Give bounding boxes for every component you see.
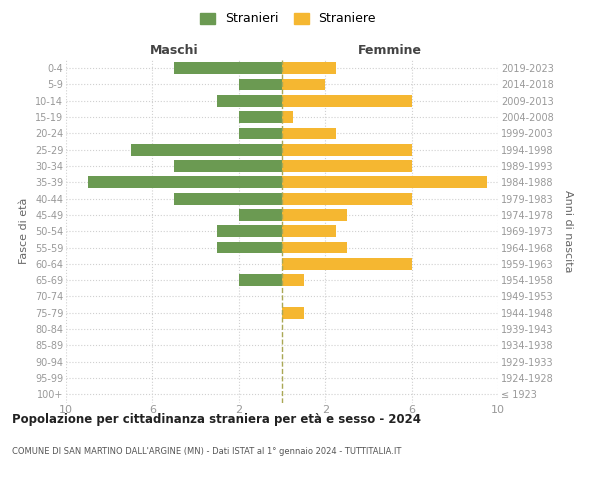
Legend: Stranieri, Straniere: Stranieri, Straniere [196,8,380,29]
Bar [88,176,282,188]
Text: Maschi: Maschi [149,44,199,58]
Bar [282,307,304,318]
Bar [217,95,282,106]
Bar [282,160,412,172]
Bar [239,274,282,286]
Bar [282,176,487,188]
Bar [239,128,282,140]
Bar [282,274,304,286]
Text: COMUNE DI SAN MARTINO DALL'ARGINE (MN) - Dati ISTAT al 1° gennaio 2024 - TUTTITA: COMUNE DI SAN MARTINO DALL'ARGINE (MN) -… [12,448,401,456]
Bar [282,62,336,74]
Bar [282,226,336,237]
Bar [282,144,412,156]
Y-axis label: Anni di nascita: Anni di nascita [563,190,573,272]
Bar [131,144,282,156]
Bar [174,160,282,172]
Bar [174,62,282,74]
Bar [282,111,293,123]
Text: Femmine: Femmine [358,44,422,58]
Y-axis label: Fasce di età: Fasce di età [19,198,29,264]
Bar [282,258,412,270]
Text: Popolazione per cittadinanza straniera per età e sesso - 2024: Popolazione per cittadinanza straniera p… [12,412,421,426]
Bar [239,78,282,90]
Bar [282,128,336,140]
Bar [174,193,282,204]
Bar [282,242,347,254]
Bar [282,78,325,90]
Bar [282,95,412,106]
Bar [239,111,282,123]
Bar [282,193,412,204]
Bar [282,209,347,221]
Bar [217,226,282,237]
Bar [239,209,282,221]
Bar [217,242,282,254]
